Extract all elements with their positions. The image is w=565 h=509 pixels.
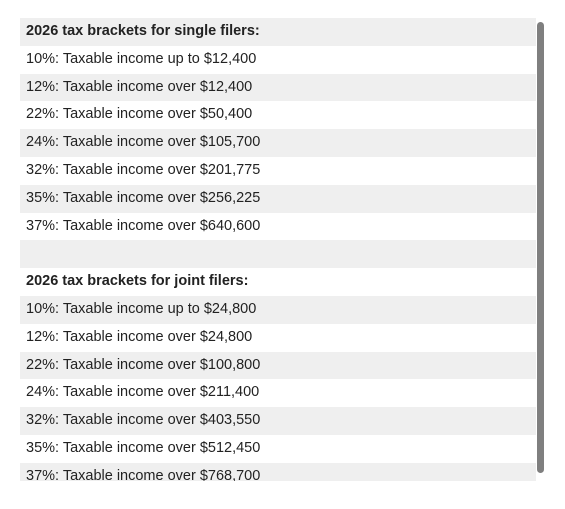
scrollbar-thumb[interactable] xyxy=(537,22,544,473)
joint-bracket-row: 32%: Taxable income over $403,550 xyxy=(20,407,536,435)
vertical-scrollbar[interactable] xyxy=(537,20,545,475)
single-bracket-row: 32%: Taxable income over $201,775 xyxy=(26,161,261,178)
spacer-row xyxy=(20,240,536,269)
joint-bracket-row: 37%: Taxable income over $768,700 xyxy=(20,462,536,481)
single-bracket-row: 10%: Taxable income up to $12,400 xyxy=(26,50,257,67)
single-bracket-row: 24%: Taxable income over $105,700 xyxy=(20,129,536,157)
joint-bracket-row: 22%: Taxable income over $100,800 xyxy=(20,351,536,380)
single-bracket-row: 22%: Taxable income over $50,400 xyxy=(26,106,253,123)
single-bracket-row: 37%: Taxable income over $640,600 xyxy=(26,217,261,234)
single-bracket-row: 12%: Taxable income over $12,400 xyxy=(20,73,536,102)
single-bracket-row: 35%: Taxable income over $256,225 xyxy=(20,184,536,213)
single-filers-heading: 2026 tax brackets for single filers: xyxy=(20,18,536,46)
joint-bracket-row: 35%: Taxable income over $512,450 xyxy=(26,439,261,456)
joint-bracket-row: 24%: Taxable income over $211,400 xyxy=(26,384,260,401)
joint-bracket-row: 10%: Taxable income up to $24,800 xyxy=(20,295,536,324)
joint-filers-heading: 2026 tax brackets for joint filers: xyxy=(26,273,249,290)
tax-brackets-table[interactable]: 2026 tax brackets for single filers: 10%… xyxy=(20,18,536,481)
joint-bracket-row: 12%: Taxable income over $24,800 xyxy=(26,328,253,345)
